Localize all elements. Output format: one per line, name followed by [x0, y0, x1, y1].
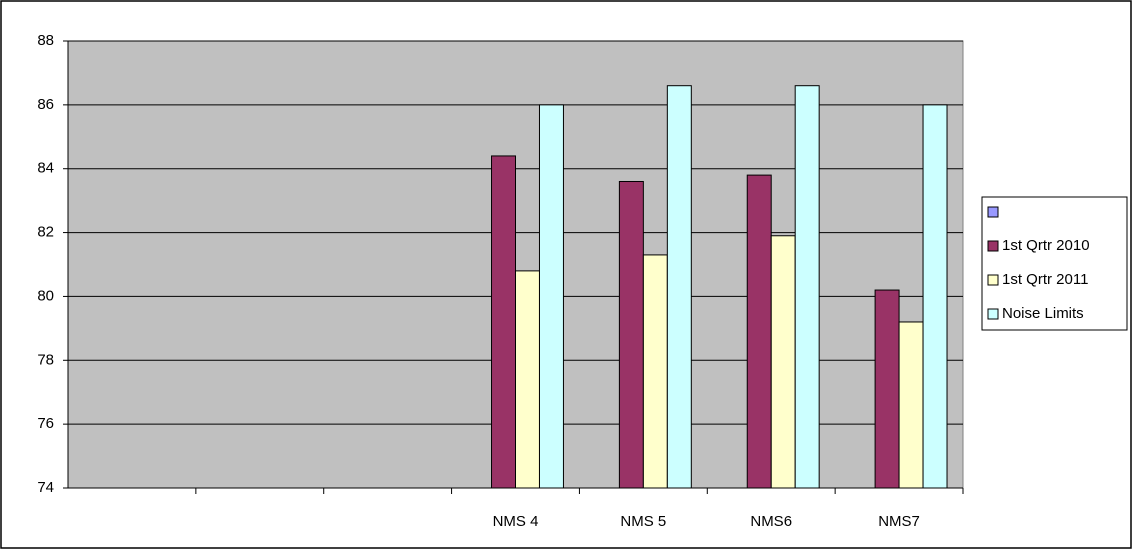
- x-tick-label: NMS6: [750, 513, 792, 530]
- x-tick-label: NMS 5: [620, 513, 666, 530]
- y-tick-label: 78: [37, 351, 54, 368]
- y-tick-label: 74: [37, 479, 54, 496]
- legend-swatch: [987, 206, 999, 218]
- legend-swatch: [987, 308, 999, 320]
- bar: [642, 254, 668, 489]
- y-tick-label: 84: [37, 160, 54, 177]
- bar: [538, 104, 564, 489]
- bar: [746, 174, 772, 489]
- bar: [491, 155, 517, 489]
- legend: [981, 196, 1128, 331]
- bar: [922, 104, 948, 489]
- bar: [666, 85, 692, 489]
- y-tick-label: 80: [37, 287, 54, 304]
- y-tick-label: 86: [37, 96, 54, 113]
- bar: [794, 85, 820, 489]
- legend-label: 1st Qrtr 2010: [1002, 237, 1090, 254]
- legend-label: 1st Qrtr 2011: [1002, 271, 1088, 288]
- bar: [515, 270, 540, 489]
- legend-swatch: [987, 240, 999, 252]
- x-tick-label: NMS7: [878, 513, 920, 530]
- legend-swatch: [987, 274, 999, 286]
- bar: [874, 289, 900, 489]
- bar: [618, 180, 644, 489]
- y-tick-label: 76: [37, 415, 54, 432]
- legend-label: Noise Limits: [1002, 305, 1084, 322]
- y-tick-label: 88: [37, 32, 54, 49]
- y-tick-label: 82: [37, 224, 54, 241]
- x-tick-label: NMS 4: [493, 513, 539, 530]
- bar: [770, 235, 796, 489]
- bar: [898, 321, 924, 489]
